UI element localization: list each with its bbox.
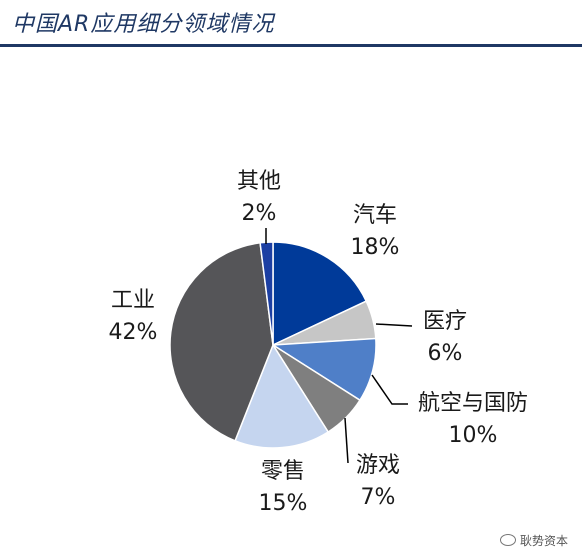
- watermark-text: 耿势资本: [519, 534, 568, 548]
- slice-value-label-4: 15%: [259, 491, 308, 516]
- watermark: 耿势资本: [499, 532, 568, 549]
- pie-slice-5: [169, 241, 274, 442]
- slice-label-3: 游戏: [356, 453, 400, 478]
- leader-line-2: [371, 374, 408, 405]
- slice-value-label-1: 6%: [428, 341, 463, 366]
- pie-slice-0: [272, 241, 368, 347]
- slice-label-5: 工业: [111, 288, 155, 313]
- slice-value-label-0: 18%: [351, 235, 400, 260]
- slice-value-label-3: 7%: [361, 485, 396, 510]
- slice-value-label-2: 10%: [449, 423, 498, 448]
- slice-label-2: 航空与国防: [418, 391, 528, 416]
- pie-slice-4: [234, 343, 330, 449]
- wechat-icon: [499, 534, 516, 546]
- slice-label-4: 零售: [261, 459, 305, 484]
- leader-line-3: [344, 417, 349, 464]
- slice-value-label-6: 2%: [242, 201, 277, 226]
- slice-label-0: 汽车: [353, 203, 397, 228]
- slice-value-label-5: 42%: [109, 320, 158, 345]
- leader-line-1: [375, 323, 413, 327]
- title-divider: [0, 44, 582, 47]
- chart-title: 中国AR应用细分领域情况: [12, 12, 275, 37]
- slice-label-6: 其他: [237, 169, 281, 194]
- slice-label-1: 医疗: [423, 309, 467, 334]
